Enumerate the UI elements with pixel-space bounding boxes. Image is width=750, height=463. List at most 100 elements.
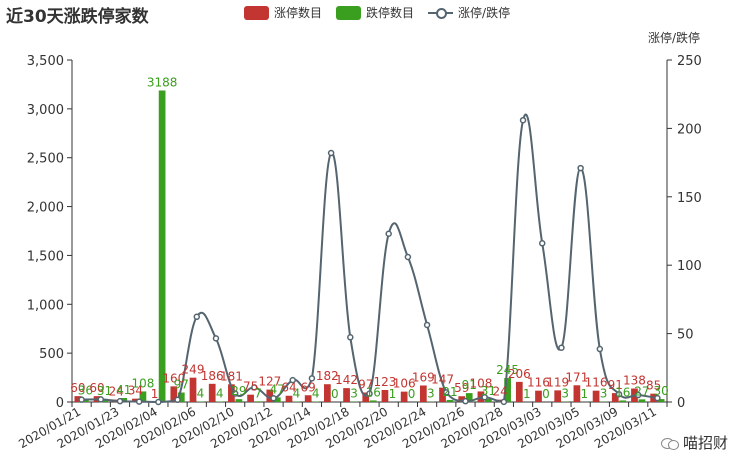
bar-limit-up — [515, 381, 523, 402]
data-label-limit-down: 21 — [442, 385, 457, 399]
bar-limit-up — [400, 391, 408, 402]
bar-limit-up — [74, 396, 82, 402]
ratio-point — [97, 396, 105, 403]
ratio-point — [519, 116, 527, 124]
ratio-point — [116, 397, 124, 405]
bar-limit-down — [177, 392, 185, 402]
data-label-limit-down: 4 — [312, 387, 320, 401]
bar-limit-up — [247, 394, 254, 402]
bar-limit-up — [228, 384, 235, 402]
legend-item-limit-up[interactable]: 涨停数目 — [244, 4, 322, 21]
legend-item-ratio[interactable]: 涨停/跌停 — [428, 4, 510, 21]
data-label-limit-down: 4 — [197, 387, 205, 401]
ratio-point — [308, 375, 316, 382]
ratio-point — [289, 376, 296, 384]
data-label-limit-down: 245 — [496, 363, 519, 377]
data-label-limit-up: 186 — [201, 369, 224, 383]
y-tick-label: 3,500 — [27, 54, 64, 69]
data-label-limit-down: 4 — [216, 387, 224, 401]
data-label-limit-up: 34 — [128, 384, 143, 398]
ratio-point — [615, 390, 623, 398]
legend-label-limit-up: 涨停数目 — [274, 6, 323, 20]
bar-limit-up — [132, 398, 139, 402]
data-label-limit-up: 123 — [373, 375, 396, 389]
ratio-point — [174, 396, 181, 404]
data-label-limit-up: 85 — [646, 379, 661, 393]
bar-limit-down — [465, 393, 473, 402]
legend-swatch-ratio — [428, 6, 454, 20]
y2-tick-label: 0 — [677, 396, 685, 411]
data-label-limit-down: 1 — [581, 387, 589, 401]
data-label-limit-up: 249 — [182, 363, 205, 377]
ratio-point — [404, 253, 412, 261]
legend-swatch-limit-up — [244, 5, 269, 20]
data-label-limit-down: 1 — [389, 387, 397, 401]
legend-label-ratio: 涨停/跌停 — [458, 6, 511, 20]
bar-limit-down — [273, 397, 281, 402]
data-label-limit-up: 127 — [258, 375, 281, 389]
bar-limit-up — [208, 383, 216, 402]
data-label-limit-up: 119 — [546, 375, 569, 389]
bar-limit-up — [304, 395, 312, 402]
bar-limit-down — [504, 378, 511, 402]
legend: 涨停数目 跌停数目 涨停/跌停 — [244, 4, 510, 21]
y-tick-label: 500 — [39, 347, 64, 362]
chart-title: 近30天涨跌停家数 — [6, 7, 149, 27]
data-label-limit-down: 47 — [270, 382, 285, 396]
bar-limit-down — [120, 397, 128, 402]
watermark-text: 喵招财 — [682, 434, 728, 452]
ratio-point — [212, 335, 220, 342]
bar-limit-down — [369, 400, 377, 402]
ratio-point — [596, 345, 604, 353]
data-label-limit-down: 91 — [462, 378, 477, 392]
data-label-limit-down: 108 — [131, 376, 154, 390]
data-label-limit-up: 24 — [492, 385, 507, 399]
data-label-limit-up: 116 — [585, 376, 608, 390]
ratio-point — [500, 398, 508, 406]
ratio-line — [81, 113, 658, 404]
legend-swatch-limit-down — [336, 5, 362, 20]
data-label-limit-down: 3188 — [147, 75, 178, 89]
ratio-point — [327, 149, 335, 157]
data-label-limit-up: 97 — [358, 378, 373, 392]
data-label-limit-down: 0 — [542, 387, 550, 401]
data-label-limit-down: 4 — [293, 387, 301, 401]
ratio-point — [538, 240, 546, 247]
bar-limit-up — [285, 395, 293, 402]
ratio-point — [654, 394, 661, 402]
ratio-point — [231, 390, 239, 397]
legend-item-limit-down[interactable]: 跌停数目 — [336, 4, 414, 21]
bar-limit-up — [170, 386, 178, 402]
data-label-limit-down: 7 — [254, 386, 262, 400]
y-tick-label: 1,500 — [27, 249, 64, 264]
watermark: 喵招财 — [658, 432, 730, 453]
data-label-limit-down: 3 — [561, 387, 569, 401]
data-label-limit-down: 31 — [97, 384, 112, 398]
bar-limit-up — [362, 392, 370, 402]
bar-limit-down — [657, 399, 665, 402]
data-label-limit-down: 1 — [523, 387, 531, 401]
data-label-limit-up: 24 — [109, 385, 124, 399]
y2-tick-label: 50 — [677, 328, 694, 343]
data-label-limit-down: 36 — [78, 383, 93, 397]
bar-limit-down — [139, 391, 147, 402]
data-label-limit-up: 138 — [623, 374, 646, 388]
bar-limit-up — [381, 389, 389, 402]
data-label-limit-down: 31 — [481, 384, 496, 398]
ratio-point — [135, 398, 143, 405]
data-label-limit-down: 30 — [654, 384, 669, 398]
data-label-limit-up: 160 — [162, 371, 185, 385]
y2-tick-label: 150 — [677, 191, 702, 206]
y-tick-label: 2,000 — [27, 201, 64, 216]
data-label-limit-down: 3 — [600, 387, 608, 401]
ratio-point — [634, 391, 642, 399]
bar-limit-up — [611, 393, 619, 402]
bar-limit-up — [189, 377, 197, 402]
ratio-point — [481, 393, 488, 401]
bar-limit-down — [235, 399, 243, 402]
bar-limit-down — [485, 398, 492, 402]
bar-limit-up — [343, 388, 350, 402]
y2-axis-title: 涨停/跌停 — [648, 30, 700, 45]
data-label-limit-down: 41 — [116, 383, 131, 397]
